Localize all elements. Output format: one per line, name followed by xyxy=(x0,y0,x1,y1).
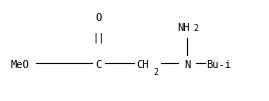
Text: NH: NH xyxy=(178,23,190,33)
Text: O: O xyxy=(95,13,101,23)
Text: 2: 2 xyxy=(154,68,159,77)
Text: Bu-i: Bu-i xyxy=(206,60,231,70)
Text: C: C xyxy=(95,60,101,70)
Text: 2: 2 xyxy=(193,24,198,33)
Text: CH: CH xyxy=(136,60,148,70)
Text: MeO: MeO xyxy=(11,60,30,70)
Text: N: N xyxy=(184,60,190,70)
Text: ||: || xyxy=(92,32,104,43)
